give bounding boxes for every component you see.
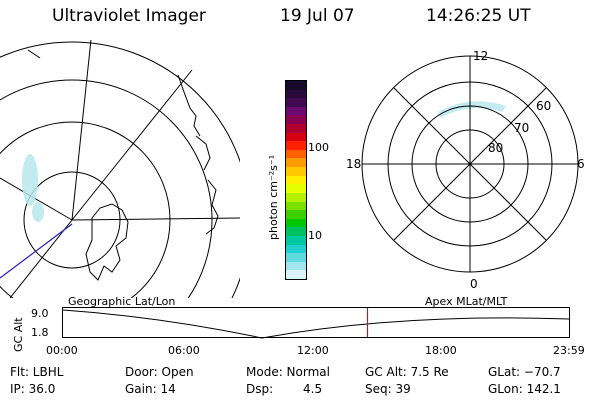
- colorbar-tick-10: 10: [308, 229, 322, 242]
- satellite-track: [0, 223, 73, 279]
- ip-readout: IP: 36.0: [10, 382, 56, 396]
- timeline-xtick: 00:00: [46, 344, 78, 357]
- aurora-emission: [32, 202, 44, 222]
- color-scale-swatch: [286, 270, 306, 280]
- latitude-circle: [0, 79, 213, 298]
- color-scale-swatch: [286, 115, 306, 125]
- altitude-curve: [62, 309, 570, 339]
- color-scale-swatch: [286, 106, 306, 116]
- color-scale-swatch: [286, 98, 306, 107]
- color-scale-swatch: [286, 175, 306, 185]
- geographic-map: [0, 40, 240, 298]
- color-scale-swatch: [286, 227, 306, 236]
- color-scale-swatch: [286, 218, 306, 228]
- meridian-line: [71, 40, 92, 221]
- mlt-line: [393, 87, 547, 241]
- time-readout: 14:26:25 UT: [426, 6, 531, 26]
- mlt-label-0: 0: [470, 277, 478, 291]
- meridian-line: [9, 219, 73, 298]
- mlat-label-60: 60: [536, 99, 551, 113]
- meridian-line: [0, 177, 73, 221]
- polar-plot: 12 0 18 6 60 70 80: [346, 49, 585, 291]
- polar-panel-caption: Apex MLat/MLT: [425, 295, 508, 308]
- mlt-label-6: 6: [577, 157, 585, 171]
- color-scale-swatch: [286, 261, 306, 271]
- geo-panel-caption: Geographic Lat/Lon: [68, 295, 176, 308]
- dsp-label: Dsp:: [246, 382, 274, 396]
- timeline-frame: [62, 307, 570, 338]
- color-scale-swatch: [286, 81, 306, 90]
- color-scale-swatch: [286, 158, 306, 168]
- color-scale-swatch: [286, 235, 306, 245]
- gc-alt-readout: GC Alt: 7.5 Re: [365, 365, 449, 379]
- colorbar-unit-label: photon cm⁻²s⁻¹: [267, 154, 280, 240]
- latitude-circle: [0, 121, 171, 298]
- mode-readout: Mode: Normal: [246, 365, 330, 379]
- mlat-label-80: 80: [488, 141, 503, 155]
- timeline-axis-label: GC Alt: [12, 317, 25, 352]
- date-readout: 19 Jul 07: [280, 6, 355, 26]
- latitude-circle: [0, 41, 240, 298]
- meridian-line: [71, 69, 193, 221]
- orbit-altitude-plot: [62, 307, 570, 339]
- mlt-label-18: 18: [346, 157, 361, 171]
- glon-readout: GLon: 142.1: [488, 382, 561, 396]
- color-scale-bar: [285, 80, 307, 280]
- meridian-line: [71, 217, 240, 221]
- color-scale-swatch: [286, 132, 306, 142]
- aurora-emission: [22, 154, 38, 206]
- timeline-xtick: 12:00: [297, 344, 329, 357]
- antarctica-coastline: [85, 203, 129, 281]
- timeline-xtick: 06:00: [168, 344, 200, 357]
- latitude-circle: [23, 171, 121, 269]
- timeline-xtick: 18:00: [425, 344, 457, 357]
- coastline: [27, 49, 41, 59]
- app-title: Ultraviolet Imager: [52, 6, 206, 26]
- mlat-label-70: 70: [514, 121, 529, 135]
- glat-readout: GLat: −70.7: [488, 365, 561, 379]
- coastline: [195, 135, 211, 171]
- color-scale-swatch: [286, 244, 306, 254]
- aurora-emission: [438, 101, 506, 118]
- color-scale-swatch: [286, 89, 306, 99]
- color-scale-swatch: [286, 184, 306, 193]
- coastline: [177, 74, 201, 137]
- color-scale-swatch: [286, 192, 306, 202]
- filter-readout: Flt: LBHL: [10, 365, 64, 379]
- door-readout: Door: Open: [125, 365, 194, 379]
- color-scale-swatch: [286, 149, 306, 159]
- colorbar-tick-100: 100: [308, 141, 329, 154]
- dsp-value: 4.5: [303, 382, 323, 396]
- color-scale-swatch: [286, 167, 306, 176]
- timeline-ytick-max: 9.0: [31, 307, 49, 320]
- timeline-xtick: 23:59: [553, 344, 585, 357]
- color-scale-swatch: [286, 210, 306, 219]
- color-scale-swatch: [286, 253, 306, 262]
- seq-readout: Seq: 39: [365, 382, 411, 396]
- timeline-ytick-min: 1.8: [31, 326, 49, 339]
- coastline: [205, 179, 219, 235]
- color-scale-swatch: [286, 124, 306, 133]
- color-scale-swatch: [286, 201, 306, 211]
- gain-readout: Gain: 14: [125, 382, 176, 396]
- mlt-label-12: 12: [473, 49, 488, 63]
- color-scale-swatch: [286, 141, 306, 150]
